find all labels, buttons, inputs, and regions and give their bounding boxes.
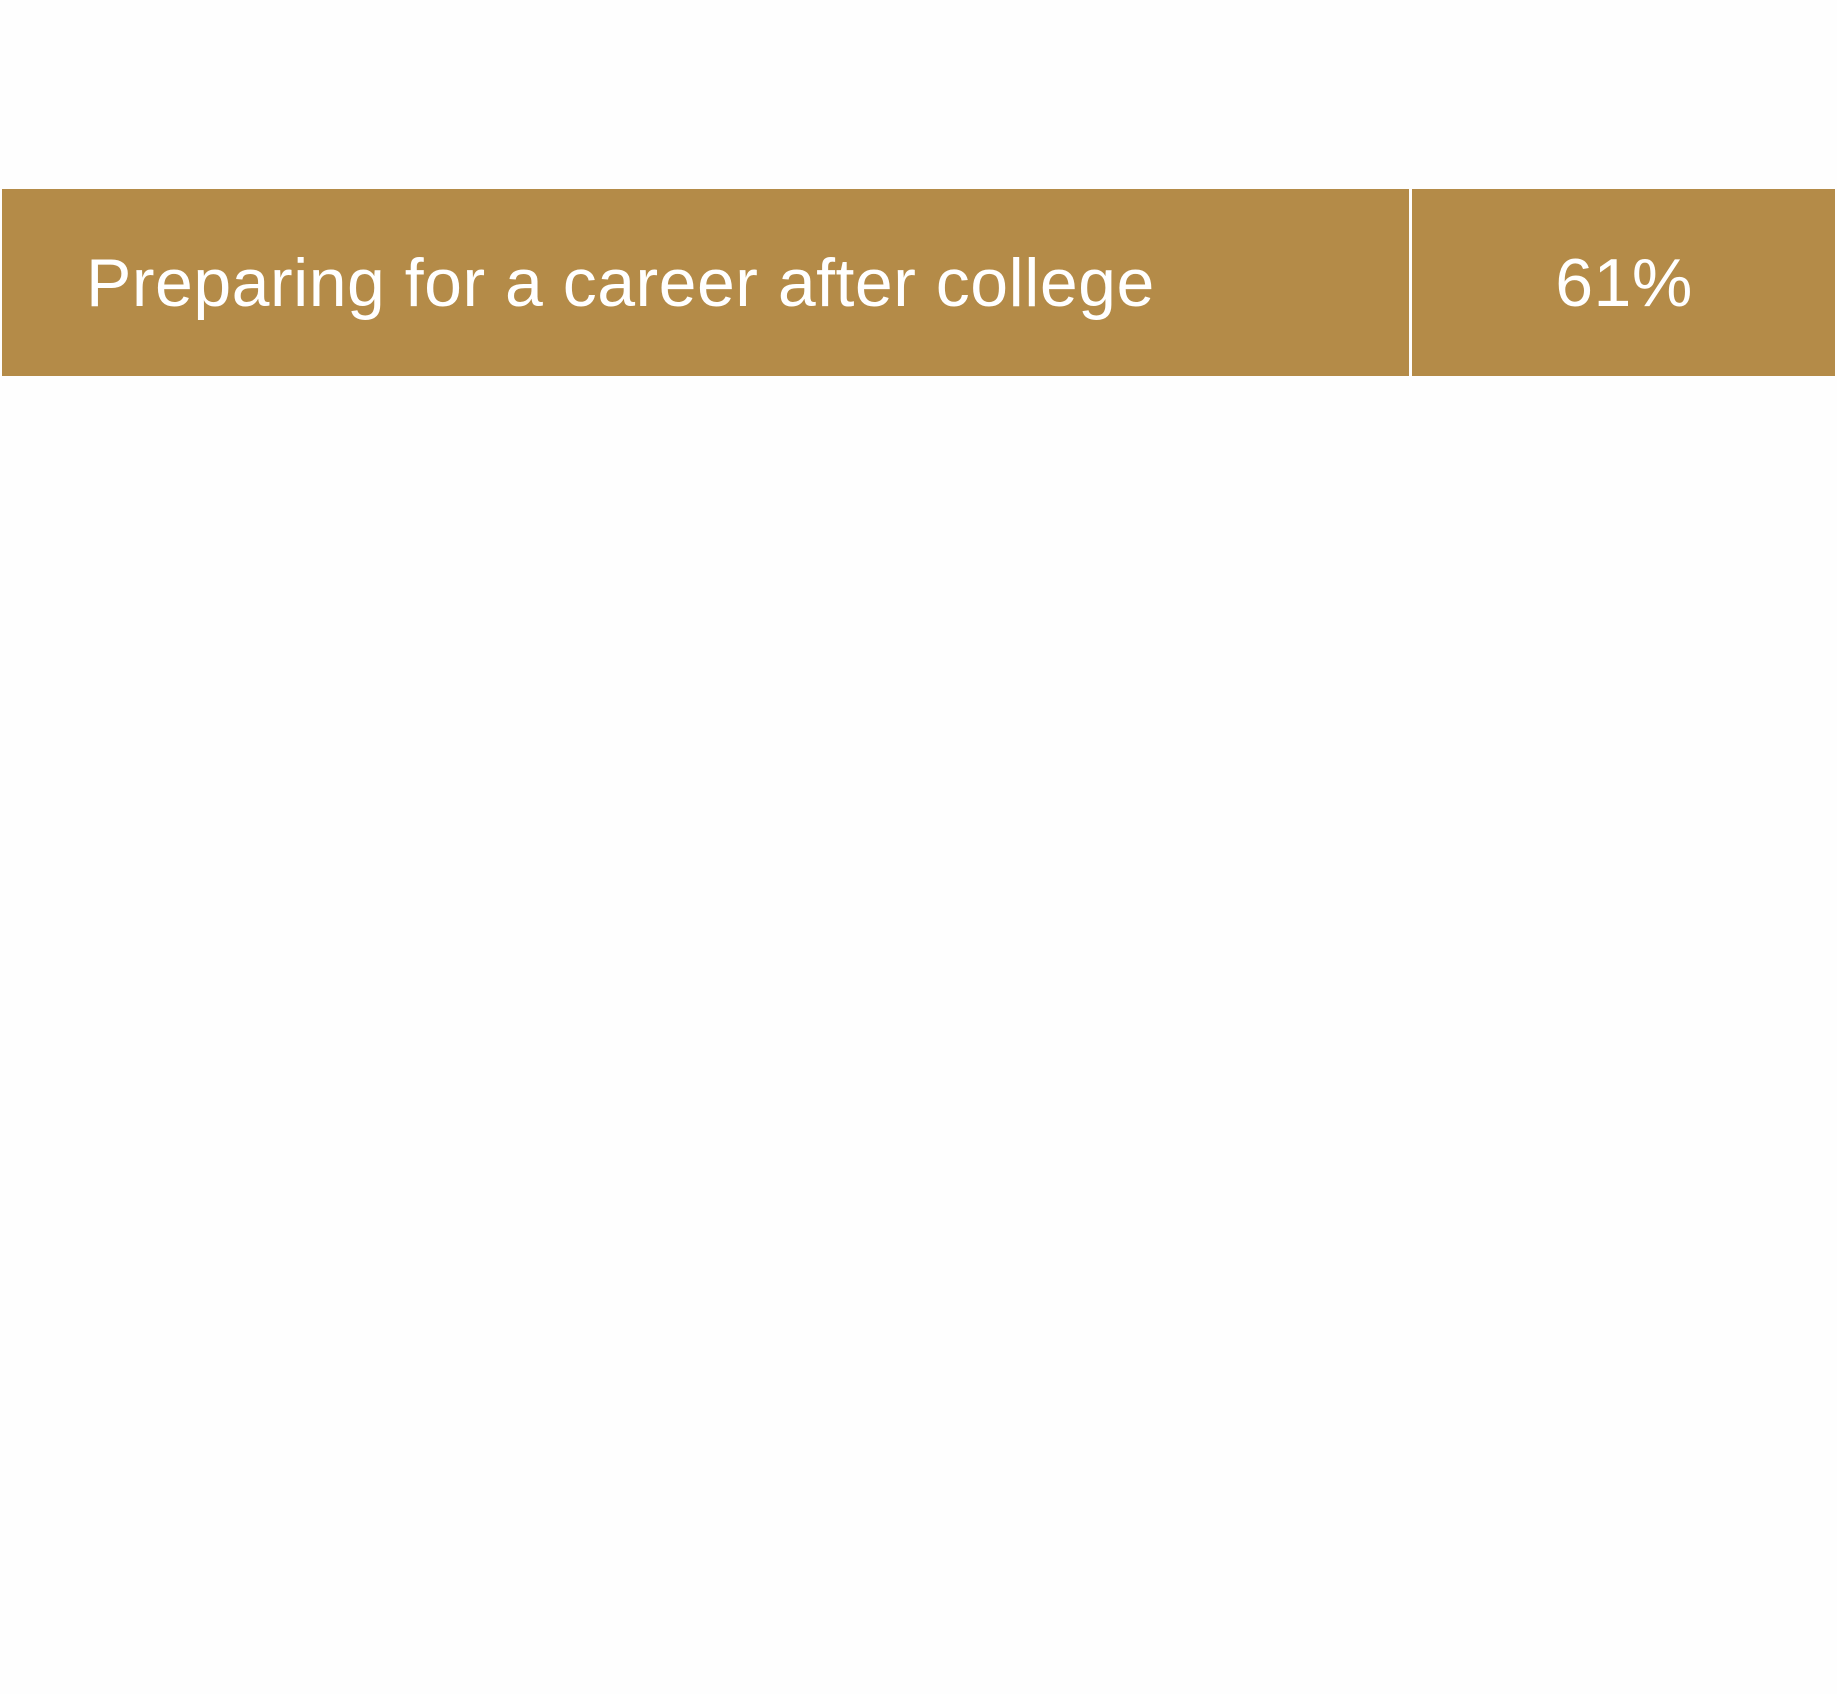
row-label-cell: Preparing for a career after college xyxy=(2,189,1409,376)
table-row: Preparing for a career after college 61% xyxy=(2,189,1835,376)
row-value-cell: 61% xyxy=(1412,189,1835,376)
